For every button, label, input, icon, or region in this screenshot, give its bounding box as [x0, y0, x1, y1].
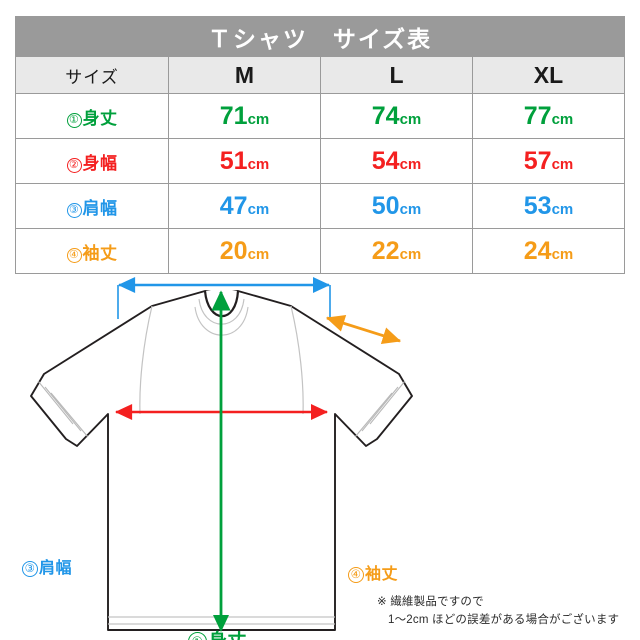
row-label-katahaba: ③ 肩幅 [15, 183, 169, 229]
cell-sodetake-m: 20cm [168, 228, 321, 274]
sleeve-hem-left-2 [44, 386, 82, 432]
label-text: 身丈 [208, 631, 247, 640]
cell-mitake-m: 71cm [168, 93, 321, 139]
body-length-arrow-bottom-head [213, 615, 229, 632]
tshirt-measurement-diagram: ③肩幅 ④袖丈 ①身丈 ②身幅 [0, 268, 640, 640]
table-row: ② 身幅 51cm 54cm 57cm [15, 138, 625, 184]
cell-mitake-xl: 77cm [472, 93, 625, 139]
cell-mihaba-l: 54cm [320, 138, 473, 184]
row-label-text: 袖丈 [82, 243, 118, 263]
unit: cm [551, 155, 574, 173]
value: 24 [523, 236, 552, 265]
value: 53 [523, 191, 552, 220]
footnote-line-1: ※ 繊維製品ですので [377, 596, 484, 608]
circled-number-1: ① [66, 112, 82, 128]
row-label-sodetake: ④ 袖丈 [15, 228, 169, 274]
sleeve-hem-left-3 [50, 392, 89, 438]
circled-number-1-icon: ① [188, 632, 207, 640]
size-column-header: サイズ [15, 56, 169, 94]
sleeve-hem-left-1 [37, 380, 74, 425]
unit: cm [551, 245, 574, 263]
size-table: Ｔシャツ サイズ表 サイズ M L XL ① 身丈 71cm 74cm [15, 16, 625, 274]
sleeve-length-measure [325, 314, 402, 345]
value: 22 [371, 236, 400, 265]
circled-number-4: ④ [66, 247, 82, 263]
unit: cm [551, 200, 574, 218]
label-shoulder-width: ③ 肩幅 [22, 554, 72, 578]
cell-mitake-l: 74cm [320, 93, 473, 139]
value: 47 [219, 191, 248, 220]
sleeve-hem-right-2 [361, 386, 399, 432]
label-text: 肩幅 [39, 560, 73, 577]
cell-katahaba-l: 50cm [320, 183, 473, 229]
cell-sodetake-l: 22cm [320, 228, 473, 274]
cell-mihaba-m: 51cm [168, 138, 321, 184]
row-label-text: 肩幅 [82, 198, 118, 218]
row-label-text: 身幅 [82, 153, 118, 173]
table-title-row: Ｔシャツ サイズ表 [15, 16, 625, 57]
circled-number-3: ③ [66, 202, 82, 218]
cell-mihaba-xl: 57cm [472, 138, 625, 184]
circled-number-3-icon: ③ [22, 561, 38, 577]
cell-katahaba-m: 47cm [168, 183, 321, 229]
row-label-text: 身丈 [82, 108, 118, 128]
unit: cm [399, 110, 422, 128]
footnote-line-2: 1～2cm ほどの誤差がある場合がございます [388, 613, 620, 626]
column-header-l: L [320, 56, 473, 94]
value: 20 [219, 236, 248, 265]
table-row: ④ 袖丈 20cm 22cm 24cm [15, 228, 625, 274]
unit: cm [247, 155, 270, 173]
circled-number-4-icon: ④ [348, 567, 364, 583]
sleeve-arrow [325, 314, 402, 345]
unit: cm [551, 110, 574, 128]
value: 50 [371, 191, 400, 220]
value: 51 [219, 146, 248, 175]
unit: cm [399, 200, 422, 218]
circled-number-2: ② [66, 157, 82, 173]
body-length-measure [211, 290, 231, 632]
table-row: ① 身丈 71cm 74cm 77cm [15, 93, 625, 139]
unit: cm [399, 245, 422, 263]
sleeve-hem-right-3 [354, 392, 393, 438]
table-title: Ｔシャツ サイズ表 [15, 16, 625, 57]
value: 57 [523, 146, 552, 175]
label-text: 袖丈 [365, 566, 399, 583]
unit: cm [399, 155, 422, 173]
column-header-m: M [168, 56, 321, 94]
table-header-row: サイズ M L XL [15, 56, 625, 94]
column-header-xl: XL [472, 56, 625, 94]
row-label-mitake: ① 身丈 [15, 93, 169, 139]
value: 71 [219, 101, 248, 130]
label-sleeve-length: ④ 袖丈 [348, 560, 398, 584]
table-row: ③ 肩幅 47cm 50cm 53cm [15, 183, 625, 229]
row-label-mihaba: ② 身幅 [15, 138, 169, 184]
value: 77 [523, 101, 552, 130]
cell-katahaba-xl: 53cm [472, 183, 625, 229]
unit: cm [247, 200, 270, 218]
shoulder-width-measure [117, 276, 331, 319]
cell-sodetake-xl: 24cm [472, 228, 625, 274]
unit: cm [247, 245, 270, 263]
sleeve-hem-right-1 [369, 380, 406, 425]
value: 54 [371, 146, 400, 175]
label-body-length: ①身丈 [188, 626, 247, 640]
value: 74 [371, 101, 400, 130]
footnote: ※ 繊維製品ですので 1～2cm ほどの誤差がある場合がございます [377, 594, 619, 630]
unit: cm [247, 110, 270, 128]
